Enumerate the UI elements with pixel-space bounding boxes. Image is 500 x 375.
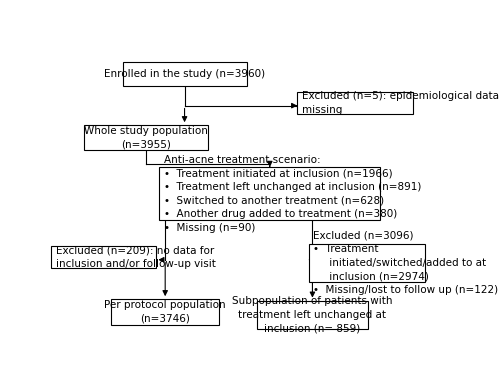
FancyBboxPatch shape — [51, 246, 156, 268]
FancyBboxPatch shape — [257, 300, 368, 329]
Text: Excluded (n=209): no data for
inclusion and/or follow-up visit: Excluded (n=209): no data for inclusion … — [56, 245, 216, 269]
Text: Per protocol population
(n=3746): Per protocol population (n=3746) — [104, 300, 226, 324]
FancyBboxPatch shape — [111, 299, 220, 325]
FancyBboxPatch shape — [297, 92, 413, 114]
FancyBboxPatch shape — [160, 167, 380, 220]
Text: Excluded (n=5): epidemiological data
missing: Excluded (n=5): epidemiological data mis… — [302, 91, 498, 114]
Text: Excluded (n=3096)
•  Treatment
     initiated/switched/added to at
     inclusio: Excluded (n=3096) • Treatment initiated/… — [313, 231, 498, 295]
FancyBboxPatch shape — [84, 125, 208, 150]
Text: Anti-acne treatment scenario:
•  Treatment initiated at inclusion (n=1966)
•  Tr: Anti-acne treatment scenario: • Treatmen… — [164, 155, 421, 233]
Text: Whole study population
(n=3955): Whole study population (n=3955) — [84, 126, 208, 149]
Text: Enrolled in the study (n=3960): Enrolled in the study (n=3960) — [104, 69, 265, 79]
FancyBboxPatch shape — [308, 244, 425, 282]
Text: Subpopulation of patients with
treatment left unchanged at
inclusion (n= 859): Subpopulation of patients with treatment… — [232, 296, 392, 334]
FancyBboxPatch shape — [122, 62, 246, 86]
